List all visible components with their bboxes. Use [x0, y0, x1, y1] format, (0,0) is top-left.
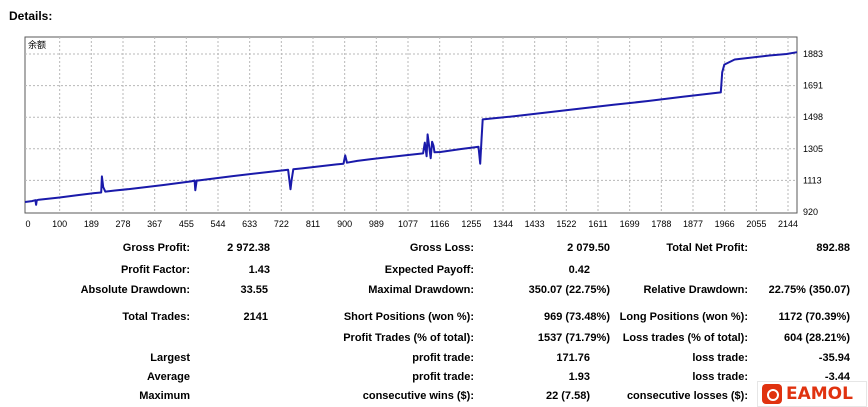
profit-trades-label: Profit Trades (% of total): [343, 332, 474, 344]
short-positions-label: Short Positions (won %): [343, 311, 474, 323]
x-tick-label: 189 [84, 219, 99, 229]
x-tick-label: 722 [274, 219, 289, 229]
max-consec-losses-label: consecutive losses ($): [626, 390, 748, 402]
x-tick-label: 900 [337, 219, 352, 229]
x-tick-label: 1077 [398, 219, 418, 229]
absolute-drawdown-label: Absolute Drawdown: [80, 284, 190, 296]
x-tick-label: 1788 [651, 219, 671, 229]
x-tick-label: 633 [242, 219, 257, 229]
total-net-profit-value: 892.88 [816, 242, 850, 254]
loss-trades-label: Loss trades (% of total): [622, 332, 748, 344]
expected-payoff-value: 0.42 [568, 264, 590, 276]
eamol-logo-icon [762, 384, 782, 404]
profit-factor-label: Profit Factor: [120, 264, 190, 276]
x-tick-label: 1433 [525, 219, 545, 229]
x-tick-label: 1877 [683, 219, 703, 229]
y-tick-label: 1691 [803, 81, 823, 91]
x-tick-label: 278 [115, 219, 130, 229]
long-positions-label: Long Positions (won %): [619, 311, 748, 323]
x-tick-label: 989 [369, 219, 384, 229]
x-tick-label: 1255 [461, 219, 481, 229]
absolute-drawdown-value: 33.55 [240, 284, 268, 296]
profit-factor-value: 1.43 [248, 264, 270, 276]
largest-profit-value: 171.76 [556, 352, 590, 364]
gross-loss-label: Gross Loss: [409, 242, 474, 254]
x-tick-label: 1966 [715, 219, 735, 229]
x-tick-label: 0 [25, 219, 30, 229]
x-tick-label: 1166 [430, 219, 449, 229]
relative-drawdown-label: Relative Drawdown: [643, 284, 748, 296]
maximal-drawdown-value: 350.07 (22.75%) [528, 284, 610, 296]
gross-loss-value: 2 079.50 [567, 242, 610, 254]
x-tick-label: 1344 [493, 219, 513, 229]
gross-profit-label: Gross Profit: [122, 242, 190, 254]
details-title: Details: [9, 9, 53, 23]
legend-label: 余额 [28, 39, 46, 51]
x-tick-label: 1611 [588, 219, 607, 229]
x-tick-label: 544 [210, 219, 225, 229]
expected-payoff-label: Expected Payoff: [384, 264, 474, 276]
maximum-label: Maximum [139, 390, 190, 402]
average-loss-label: loss trade: [692, 371, 748, 383]
y-tick-label: 1883 [803, 49, 823, 59]
short-positions-value: 969 (73.48%) [543, 311, 610, 323]
average-loss-value: -3.44 [824, 371, 850, 383]
average-label: Average [146, 371, 190, 383]
x-tick-label: 2144 [778, 219, 798, 229]
largest-loss-label: loss trade: [692, 352, 748, 364]
x-tick-label: 367 [147, 219, 162, 229]
average-profit-label: profit trade: [412, 371, 474, 383]
y-tick-label: 1113 [803, 175, 822, 185]
x-tick-label: 811 [306, 219, 320, 229]
largest-profit-label: profit trade: [412, 352, 474, 364]
x-tick-label: 100 [52, 219, 67, 229]
total-trades-value: 2141 [243, 311, 268, 323]
y-tick-label: 1305 [803, 144, 823, 154]
eamol-watermark: EAMOL [757, 381, 867, 407]
x-tick-label: 1699 [620, 219, 640, 229]
total-trades-label: Total Trades: [122, 311, 190, 323]
relative-drawdown-value: 22.75% (350.07) [768, 284, 850, 296]
max-consec-wins-value: 22 (7.58) [545, 390, 590, 402]
balance-chart-svg: 0 100 189 278 367 455 544 633 722 811 900 989 1077 11… [24, 36, 823, 229]
gross-profit-value: 2 972.38 [227, 242, 270, 254]
average-profit-value: 1.93 [568, 371, 590, 383]
x-tick-label: 455 [179, 219, 194, 229]
watermark-text: EAMOL [786, 384, 853, 404]
long-positions-value: 1172 (70.39%) [778, 311, 850, 323]
y-tick-label: 1498 [803, 112, 823, 122]
plot-area [24, 36, 798, 214]
largest-loss-value: -35.94 [818, 352, 850, 364]
balance-chart: 0 100 189 278 367 455 544 633 722 811 900 989 1077 11… [24, 36, 823, 229]
y-tick-label: 920 [803, 207, 818, 217]
balance-line [24, 51, 798, 206]
loss-trades-value: 604 (28.21%) [783, 332, 850, 344]
total-net-profit-label: Total Net Profit: [666, 242, 748, 254]
x-tick-label: 1522 [556, 219, 576, 229]
max-consec-wins-label: consecutive wins ($): [362, 390, 474, 402]
x-tick-label: 2055 [746, 219, 766, 229]
largest-label: Largest [150, 352, 190, 364]
maximal-drawdown-label: Maximal Drawdown: [368, 284, 474, 296]
profit-trades-value: 1537 (71.79%) [537, 332, 610, 344]
